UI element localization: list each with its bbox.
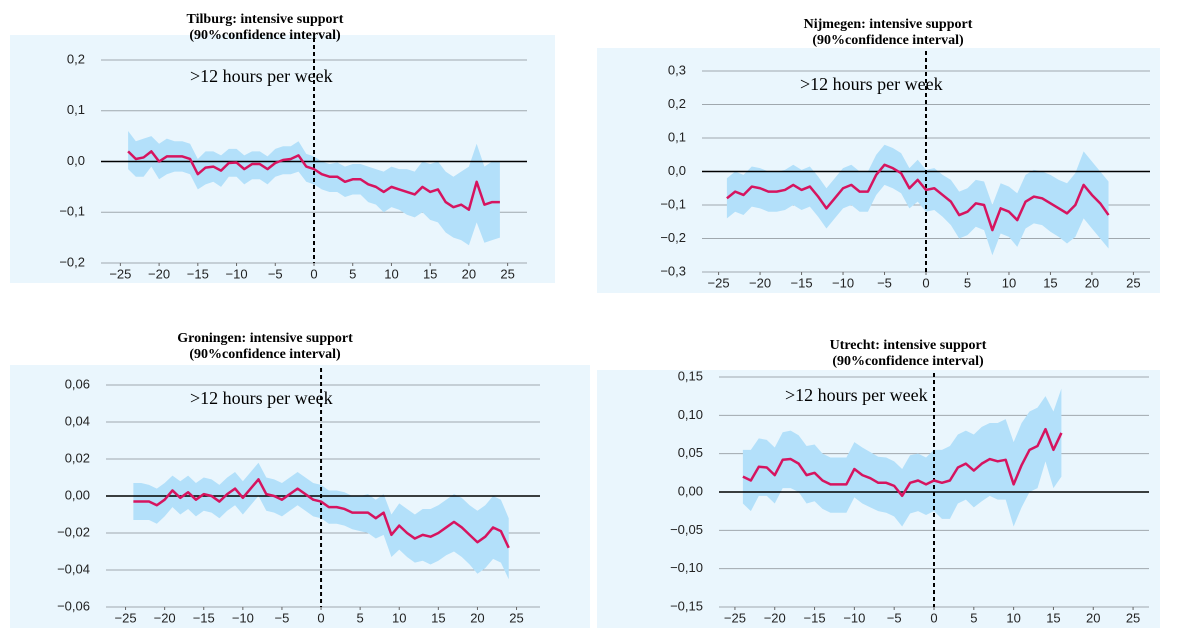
chart-subtitle: (90%confidence interval) [189,28,341,43]
y-tick-label: 0,04 [65,413,90,428]
x-tick-label: −25 [115,610,137,625]
x-tick-label: −5 [268,266,283,281]
chart-title: Utrecht: intensive support [830,338,987,353]
x-tick-label: 10 [1006,610,1020,625]
estimate-line [127,150,500,211]
x-tick-label: 0 [922,275,929,290]
y-tick-label: −0,2 [660,230,686,245]
y-tick-label: 0,00 [65,487,90,502]
x-tick-label: −25 [109,266,131,281]
x-tick-label: 15 [1043,275,1057,290]
x-tick-label: 25 [500,266,514,281]
y-tick-label: −0,02 [57,524,90,539]
x-tick-label: −5 [275,610,290,625]
x-tick-label: 0 [310,266,317,281]
y-tick-label: −0,1 [660,196,686,211]
y-tick-label: −0,06 [57,598,90,613]
chart-title: Tilburg: intensive support [187,12,344,27]
y-tick-label: 0,10 [678,407,703,422]
x-tick-label: 20 [470,610,484,625]
y-tick-label: 0,00 [678,483,703,498]
estimate-line [133,478,510,549]
x-tick-label: 5 [970,610,977,625]
x-tick-label: −15 [187,266,209,281]
x-tick-label: 10 [392,610,406,625]
confidence-band [726,144,1109,256]
x-tick-label: −5 [877,275,892,290]
x-tick-label: −15 [791,275,813,290]
y-tick-label: 0,15 [678,368,703,383]
y-tick-label: 0,02 [65,450,90,465]
x-tick-label: 25 [1126,275,1140,290]
x-tick-label: −20 [764,610,786,625]
x-tick-label: −10 [832,275,854,290]
chart-title: Groningen: intensive support [177,331,353,346]
chart-subtitle: (90%confidence interval) [832,354,984,369]
x-tick-label: 5 [357,610,364,625]
x-tick-label: 25 [509,610,523,625]
y-tick-label: 0,1 [67,102,85,117]
x-tick-label: −15 [193,610,215,625]
annotation: >12 hours per week [800,74,943,94]
x-tick-label: 10 [1002,275,1016,290]
y-tick-label: 0,2 [67,51,85,66]
y-tick-label: −0,1 [59,204,85,219]
x-tick-label: −10 [843,610,865,625]
chart-subtitle: (90%confidence interval) [189,347,341,362]
x-tick-label: −20 [154,610,176,625]
x-tick-label: 5 [964,275,971,290]
x-tick-label: 10 [384,266,398,281]
x-tick-label: −15 [804,610,826,625]
x-tick-label: 15 [423,266,437,281]
y-tick-label: −0,2 [59,254,85,269]
x-tick-label: −10 [232,610,254,625]
confidence-band [133,462,509,580]
y-tick-label: 0,3 [668,62,686,77]
y-tick-label: 0,1 [668,129,686,144]
estimate-line [742,427,1063,498]
x-tick-label: −10 [226,266,248,281]
x-tick-label: 20 [1086,610,1100,625]
x-tick-label: 0 [930,610,937,625]
x-tick-label: 0 [317,610,324,625]
y-tick-label: −0,05 [670,522,703,537]
x-tick-label: −25 [708,275,730,290]
x-tick-label: 15 [431,610,445,625]
x-tick-label: 20 [1085,275,1099,290]
y-tick-label: −0,3 [660,263,686,278]
y-tick-label: −0,10 [670,560,703,575]
x-tick-label: −20 [749,275,771,290]
x-tick-label: −25 [724,610,746,625]
confidence-band [128,131,500,246]
y-tick-label: 0,2 [668,96,686,111]
annotation: >12 hours per week [785,385,928,405]
chart-subtitle: (90%confidence interval) [812,33,964,48]
annotation: >12 hours per week [190,66,333,86]
y-tick-label: 0,0 [67,153,85,168]
y-tick-label: 0,0 [668,163,686,178]
chart-title: Nijmegen: intensive support [804,17,973,32]
y-tick-label: −0,15 [670,598,703,613]
x-tick-label: −20 [148,266,170,281]
y-tick-label: 0,05 [678,445,703,460]
x-tick-label: 15 [1046,610,1060,625]
y-tick-label: 0,06 [65,376,90,391]
estimate-line [726,163,1110,232]
y-tick-label: −0,04 [57,561,90,576]
x-tick-label: 25 [1126,610,1140,625]
x-tick-label: 5 [349,266,356,281]
annotation: >12 hours per week [190,388,333,408]
x-tick-label: 20 [462,266,476,281]
x-tick-label: −5 [887,610,902,625]
